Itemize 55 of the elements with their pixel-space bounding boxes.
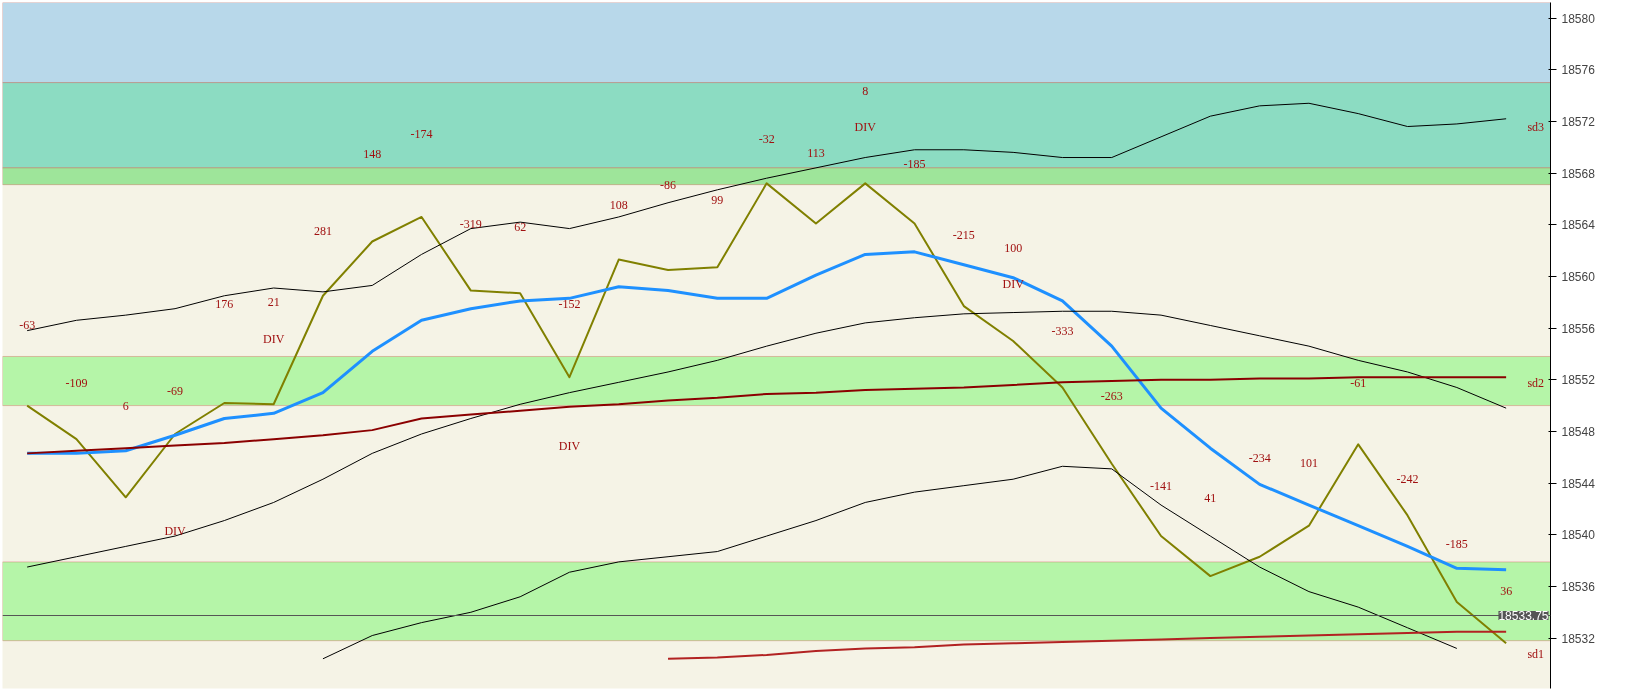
annotation: -234 (1248, 451, 1271, 466)
annotation: 100 (1004, 241, 1023, 256)
annotation: 41 (1204, 490, 1217, 505)
annotation: 8 (862, 83, 869, 98)
y-tick-label: 18536 (1561, 579, 1596, 594)
y-tick-label: 18568 (1561, 166, 1596, 181)
y-tick-label: 18544 (1561, 476, 1596, 491)
annotation: -263 (1100, 388, 1123, 403)
annotation: -333 (1051, 324, 1074, 339)
annotation: -319 (459, 217, 482, 232)
annotation: sd3 (1527, 120, 1545, 135)
annotation: DIV (164, 523, 187, 538)
annotation: -152 (558, 297, 581, 312)
y-tick-label: 18572 (1561, 114, 1596, 129)
annotation: -242 (1396, 471, 1419, 486)
annotation: 281 (313, 224, 332, 239)
annotation: 108 (609, 198, 628, 213)
annotation: -69 (167, 383, 184, 398)
annotation: -141 (1150, 479, 1173, 494)
annotation: sd1 (1527, 646, 1545, 661)
annotation: 99 (711, 193, 724, 208)
annotation: -174 (410, 126, 433, 141)
ref-line-label: 18533.75 (1498, 609, 1549, 624)
annotation: -109 (65, 376, 88, 391)
annotation: 176 (215, 297, 234, 312)
annotation: -61 (1350, 376, 1367, 391)
annotation: 113 (807, 146, 825, 161)
annotation: DIV (262, 331, 285, 346)
annotation: 36 (1500, 584, 1513, 599)
y-tick-label: 18564 (1561, 218, 1596, 233)
y-tick-label: 18548 (1561, 424, 1596, 439)
annotation: -86 (660, 177, 677, 192)
y-tick-label: 18532 (1561, 631, 1596, 646)
annotation: -215 (952, 227, 975, 242)
annotation: DIV (854, 120, 877, 135)
annotation: sd2 (1527, 376, 1545, 391)
annotation: -63 (19, 317, 36, 332)
annotation: -185 (903, 156, 926, 171)
line-series (26, 376, 1508, 455)
annotation: -185 (1445, 537, 1468, 552)
annotation: -32 (758, 131, 775, 146)
annotation: 101 (1299, 456, 1318, 471)
annotation: 6 (122, 399, 129, 414)
y-tick-label: 18576 (1561, 63, 1596, 78)
y-tick-label: 18580 (1561, 11, 1596, 26)
y-tick-label: 18540 (1561, 528, 1596, 543)
y-tick-label: 18560 (1561, 269, 1596, 284)
annotation: 148 (363, 147, 382, 162)
annotation: DIV (558, 438, 581, 453)
annotation: 62 (514, 220, 527, 235)
annotation: 21 (267, 295, 280, 310)
line-series (667, 630, 1508, 660)
y-tick-label: 18552 (1561, 373, 1596, 388)
annotation: DIV (1002, 277, 1025, 292)
y-tick-label: 18556 (1561, 321, 1596, 336)
